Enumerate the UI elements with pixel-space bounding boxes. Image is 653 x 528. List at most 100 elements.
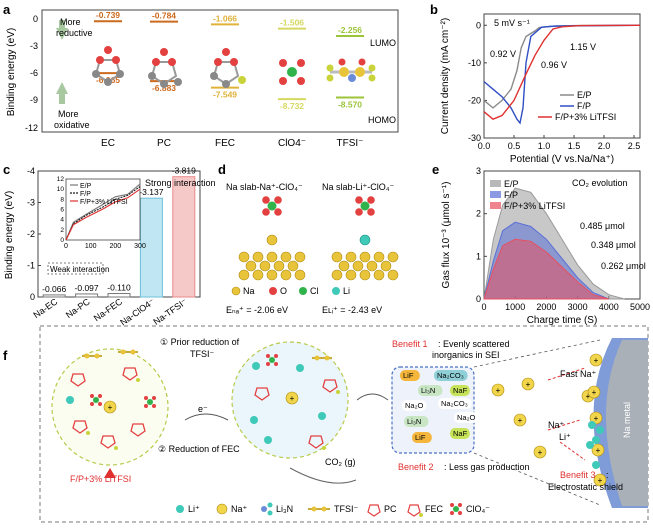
right-na-ion-0	[491, 383, 505, 397]
sei-label-5: Na₂CO₃	[441, 399, 468, 408]
molecule-clo4-icon	[279, 59, 305, 85]
sei-label-3: NaF	[453, 386, 468, 395]
panel-f-legend: Li⁺ Na⁺ Li₃N TFSI⁻ PC FEC	[176, 502, 490, 517]
oxidative-arrow	[56, 82, 68, 94]
lumo-value-3: -1.506	[280, 18, 304, 28]
ytick-a-1: -3	[30, 41, 38, 51]
panel-e-areas	[483, 187, 625, 300]
center-pc-1	[254, 387, 270, 401]
legend-fp: F/P	[577, 101, 591, 111]
slab-right-o-atom	[355, 208, 363, 216]
inset-legend-fp: F/P	[80, 191, 91, 198]
more-oxidative-1: More	[58, 109, 79, 119]
center-fec-2	[308, 435, 324, 449]
panel-d-title-left: Na slab-Na⁺-ClO₄⁻	[226, 182, 303, 192]
panel-label-a: a	[3, 2, 11, 17]
onset-115: 1.15 V	[570, 42, 596, 52]
xtick-label-b-5: 2.5	[628, 141, 641, 151]
reductive-arrow	[56, 28, 68, 40]
xtick-label-b-2: 1.0	[538, 141, 551, 151]
sei-blob-3	[450, 385, 470, 396]
bar-category-1: Na-PC	[64, 296, 92, 320]
inset-ytick-5: 10	[57, 186, 65, 193]
legend-f-li: Li⁺	[188, 504, 200, 514]
slab-left-na-atom	[245, 260, 257, 272]
lumo-value-4: -2.256	[338, 25, 362, 35]
bar-value-0: -0.066	[42, 284, 66, 294]
sei-blob-1	[434, 370, 468, 381]
slab-left-na-atom	[252, 251, 264, 263]
slab-right-li-ion	[359, 234, 371, 246]
homo-value-1: -6.883	[152, 83, 176, 93]
left-clo4-2-o-atom	[90, 394, 94, 398]
panel-e-legend: E/P F/P F/P+3% LiTFSI	[490, 179, 565, 211]
benefit2-text: : Less gas production	[444, 462, 530, 472]
molecule-pc-icon	[148, 48, 182, 88]
ytick-a-4: -12	[25, 123, 38, 133]
inset-ytick-6: 12	[57, 176, 65, 183]
legend-f-tfsi-icon	[308, 506, 330, 512]
homo-value-3: -8.732	[280, 101, 304, 111]
panel-b-frame	[483, 13, 641, 139]
left-molecules: +	[66, 349, 156, 450]
bar-value-1: -0.097	[75, 283, 99, 293]
panel-e-title: CO₂ evolution	[572, 178, 628, 188]
center-clo4-1-o-atom	[274, 362, 278, 366]
slab-left-na-atom	[238, 251, 250, 263]
sei-na-ion-4-plus: +	[598, 476, 603, 485]
co2-arrow	[289, 467, 357, 484]
left-clo4-1-o-atom	[144, 404, 148, 408]
panel-d-title-right: Na slab-Li⁺-ClO₄⁻	[322, 182, 394, 192]
benefit1-text2: inorganics in SEI	[432, 350, 500, 360]
slab-left-na-atom	[294, 269, 306, 281]
xtick-label-e-2: 2000	[536, 302, 556, 312]
bar-3	[139, 197, 163, 298]
slab-left-na-atom	[280, 251, 292, 263]
slab-left-o-atom	[262, 208, 270, 216]
homo-value-2: -7.549	[213, 90, 237, 100]
homo-value-4: -8.570	[338, 100, 362, 110]
legend-f-li3n-icon	[261, 502, 273, 516]
inset-legend-ep: E/P	[80, 183, 92, 190]
slab-right-na-atom	[331, 251, 343, 263]
right-na-ion-2-plus: +	[518, 416, 523, 425]
inset-series-1	[65, 186, 141, 241]
panel-b: b Current density (mA cm⁻²) Potential (V…	[430, 2, 641, 165]
species-ec: EC	[101, 138, 115, 149]
inset-ytick-3: 6	[60, 207, 64, 214]
slab-right-na-atom	[352, 260, 364, 272]
sei-na-ion-1	[587, 385, 601, 399]
panel-b-xlabel: Potential (V vs.Na/Na⁺)	[510, 154, 614, 165]
left-tfsi-1-s-atom	[94, 353, 100, 359]
slab-left-na-atom	[252, 269, 264, 281]
center-molecules: +	[250, 354, 340, 450]
panel-d-slabs	[238, 196, 399, 281]
slab-right-na-atom	[345, 269, 357, 281]
lumo-label: LUMO	[370, 38, 396, 48]
legend-f-li3n: Li₃N	[276, 504, 293, 514]
panel-f: f + F/P+3% LiTFSI e⁻ + ① Prior reduction…	[3, 325, 649, 523]
legend-na: Na	[243, 286, 255, 296]
fast-na-label: Fast Na⁺	[560, 369, 597, 379]
legend-f-li-icon	[176, 505, 184, 513]
sei-blob-7	[404, 416, 429, 427]
left-clo4-2-o-atom	[90, 402, 94, 406]
center-li-1	[252, 362, 260, 370]
benefit1-title: Benefit 1	[392, 339, 428, 349]
ytick-a-3: -9	[30, 95, 38, 105]
left-pc-2	[130, 423, 146, 437]
xtick-label-e-0: 0	[481, 302, 486, 312]
sei-na-ion-2	[589, 411, 603, 425]
panel-c-ylabel: Binding energy (eV)	[4, 191, 15, 279]
legend-f-tfsi: TFSI⁻	[334, 504, 358, 514]
panel-e: e Gas flux 10⁻³ (μmol s⁻¹) Charge time (…	[432, 162, 650, 326]
panel-f-frame	[39, 325, 649, 523]
oxidative-arrow-shaft	[59, 92, 65, 104]
center-li-3	[250, 416, 258, 424]
step1-label: ① Prior reduction of	[160, 337, 240, 347]
molecule-tfsi-icon	[326, 58, 376, 82]
right-na-ion-0-plus: +	[496, 386, 501, 395]
left-clo4-2	[93, 397, 99, 403]
